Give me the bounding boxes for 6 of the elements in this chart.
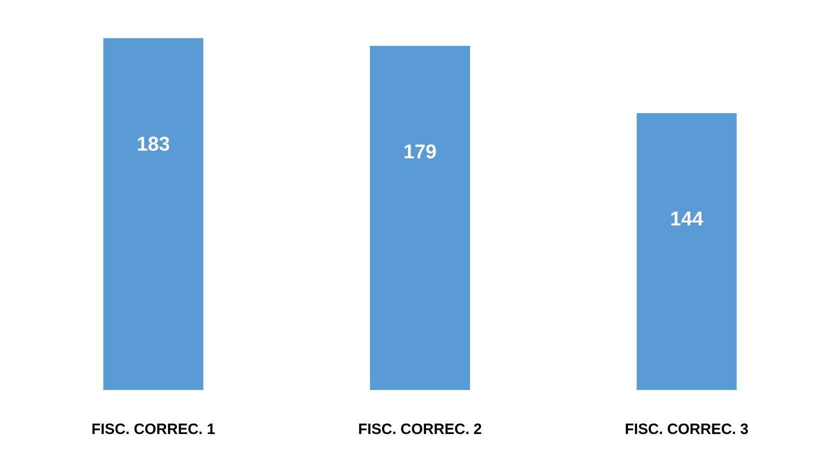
data-label: 183 bbox=[138, 136, 170, 151]
data-label: 144 bbox=[671, 212, 704, 226]
x-tick-label: FISC. CORREC. 3 bbox=[626, 424, 748, 434]
x-tick-label: FISC. CORREC. 1 bbox=[92, 424, 215, 434]
data-label: 179 bbox=[404, 144, 436, 158]
x-tick-label: FISC. CORREC. 2 bbox=[359, 424, 482, 434]
